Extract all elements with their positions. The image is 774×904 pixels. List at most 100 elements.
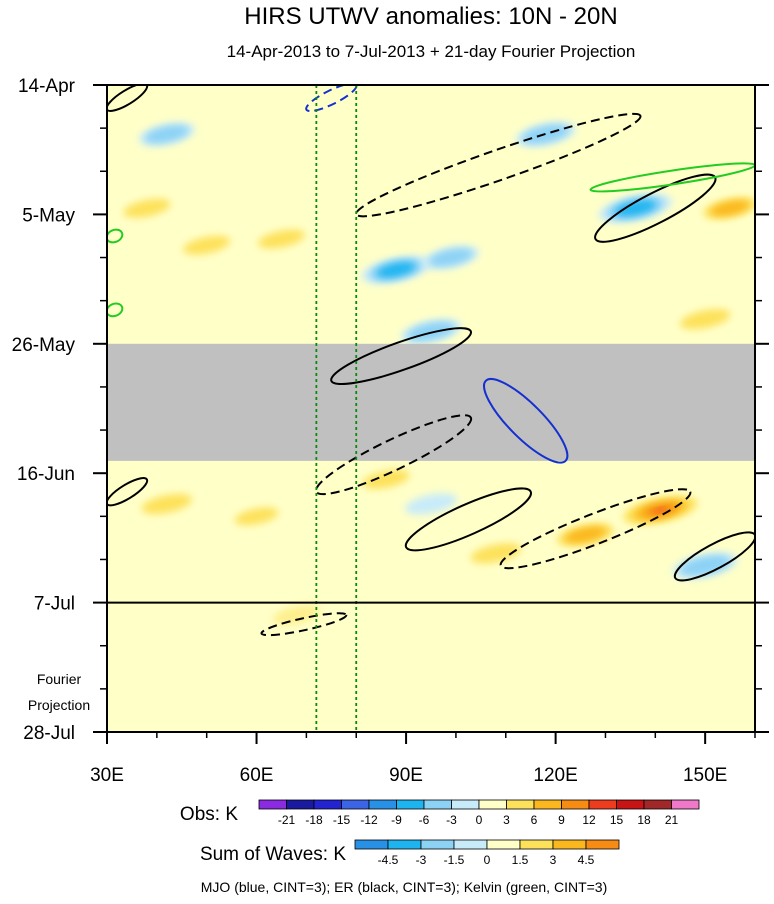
anomaly-blob-16-level-1 <box>470 543 522 564</box>
plot-frame <box>106 84 756 733</box>
waves-colorbar-level-label: -3 <box>416 853 427 867</box>
obs-colorbar-swatch <box>286 799 315 810</box>
anomaly-blob-2 <box>251 227 312 252</box>
obs-colorbar-swatch <box>341 799 370 810</box>
anomaly-blob-18-level-1 <box>272 605 320 625</box>
obs-colorbar-level-label: 21 <box>665 813 679 827</box>
anomaly-blob-14-level-2 <box>565 526 607 543</box>
waves-colorbar-swatch <box>552 839 587 850</box>
er-contour-8 <box>404 487 533 552</box>
obs-colorbar-level-label: 15 <box>610 813 624 827</box>
projection-label-line1: Fourier <box>37 671 82 687</box>
y-tick-label: 5-May <box>22 205 75 226</box>
anomaly-blob-7-level-2 <box>614 200 656 217</box>
obs-colorbar-level-label: 0 <box>476 813 483 827</box>
anomaly-blob-2-level-1 <box>257 229 305 249</box>
waves-colorbar-swatch <box>519 839 554 850</box>
anomaly-blob-5-level-1 <box>429 248 473 267</box>
obs-colorbar-level-label: -6 <box>419 813 430 827</box>
waves-colorbar-swatch <box>354 839 389 850</box>
obs-colorbar-swatch <box>671 799 700 810</box>
anomaly-blob-16 <box>463 540 529 567</box>
obs-colorbar-level-label: 18 <box>637 813 651 827</box>
kelvin-contour-12 <box>589 162 755 193</box>
obs-colorbar-swatch <box>643 799 672 810</box>
anomaly-blob-9 <box>672 306 738 332</box>
waves-colorbar-level-label: -4.5 <box>378 853 399 867</box>
obs-colorbar-swatch <box>368 799 397 810</box>
obs-colorbar-level-label: 3 <box>503 813 510 827</box>
anomaly-blob-9-level-1 <box>679 309 731 330</box>
anomaly-blob-13 <box>355 467 417 492</box>
anomaly-blob-7 <box>598 193 673 223</box>
er-contour-9 <box>499 488 692 570</box>
obs-colorbar-level-label: -9 <box>391 813 402 827</box>
anomaly-field <box>116 122 755 627</box>
obs-colorbar-swatch <box>313 799 342 810</box>
chart-title: HIRS UTWV anomalies: 10N - 20N <box>244 3 617 30</box>
anomaly-blob-12 <box>228 505 285 528</box>
x-tick-label: 30E <box>90 765 124 786</box>
waves-colorbar-swatch <box>387 839 422 850</box>
er-contour-11 <box>260 612 348 637</box>
obs-colorbar-level-label: -21 <box>278 813 296 827</box>
anomaly-blob-11-level-1 <box>141 494 193 514</box>
obs-colorbar-swatch <box>561 799 590 810</box>
y-tick-label: 28-Jul <box>23 723 75 744</box>
obs-colorbar-swatch <box>533 799 562 810</box>
projection-region <box>107 602 755 732</box>
obs-colorbar-level-label: -18 <box>305 813 323 827</box>
anomaly-blob-18 <box>266 602 327 627</box>
x-tick-label: 60E <box>240 765 274 786</box>
x-tick-label: 150E <box>683 765 727 786</box>
waves-colorbar-swatch <box>420 839 455 850</box>
er-contour-7 <box>107 477 149 507</box>
waves-colorbar-label: Sum of Waves: K <box>200 844 346 865</box>
x-tick-label: 90E <box>389 765 423 786</box>
waves-colorbar-level-label: 0 <box>484 853 491 867</box>
contour-legend-note: MJO (blue, CINT=3); ER (black, CINT=3); … <box>201 879 608 895</box>
obs-colorbar-level-label: 9 <box>558 813 565 827</box>
obs-colorbar-swatch <box>506 799 535 810</box>
mjo-contour-0 <box>305 85 358 113</box>
anomaly-blob-4 <box>361 256 431 284</box>
obs-colorbar-level-label: -15 <box>333 813 351 827</box>
anomaly-blob-3 <box>138 123 195 146</box>
y-tick-label: 16-Jun <box>17 464 75 485</box>
er-contour-3 <box>355 112 642 218</box>
obs-colorbar-label: Obs: K <box>180 804 238 825</box>
obs-colorbar-level-label: -3 <box>446 813 457 827</box>
y-tick-label: 26-May <box>12 335 76 356</box>
y-tick-label: 14-Apr <box>18 76 76 97</box>
obs-colorbar: Obs: K -21 -18 -15 -12 -9 -6 -3 0 3 6 9 12 15 18 21 <box>180 799 700 827</box>
anomaly-blob-4-level-2 <box>376 262 416 278</box>
anomaly-blob-3-level-1 <box>144 125 189 144</box>
obs-colorbar-swatch <box>478 799 507 810</box>
anomaly-blob-0-level-1 <box>123 198 171 218</box>
waves-colorbar-swatch <box>486 839 521 850</box>
anomaly-blob-1 <box>176 233 237 258</box>
obs-colorbar-level-label: 12 <box>582 813 596 827</box>
plot-area <box>106 84 756 733</box>
anomaly-blob-0 <box>116 196 178 221</box>
x-tick-label: 120E <box>533 765 577 786</box>
waves-colorbar: Sum of Waves: K -4.5 -3 -1.5 0 1.5 3 4.5 <box>200 839 620 867</box>
waves-colorbar-swatch <box>453 839 488 850</box>
obs-colorbar-level-label: 6 <box>531 813 538 827</box>
anomaly-blob-15 <box>612 492 708 529</box>
missing-data-band <box>107 343 755 461</box>
obs-colorbar-swatch <box>258 799 287 810</box>
projection-label-line2: Projection <box>28 697 90 713</box>
axes: 14-Apr 5-May 26-May 16-Jun 7-Jul 28-Jul 30E 60E… <box>12 76 769 786</box>
anomaly-blob-12-level-1 <box>234 507 279 526</box>
obs-colorbar-level-label: -12 <box>360 813 378 827</box>
anomaly-blob-10 <box>695 194 755 222</box>
anomaly-blob-10-level-2 <box>710 200 750 216</box>
anomaly-blob-5 <box>422 246 479 269</box>
anomaly-blob-11 <box>134 491 200 517</box>
anomaly-blob-19-level-0 <box>405 493 457 515</box>
anomaly-blob-19 <box>405 493 457 515</box>
y-tick-label: 7-Jul <box>34 594 75 615</box>
obs-colorbar-swatch <box>616 799 645 810</box>
